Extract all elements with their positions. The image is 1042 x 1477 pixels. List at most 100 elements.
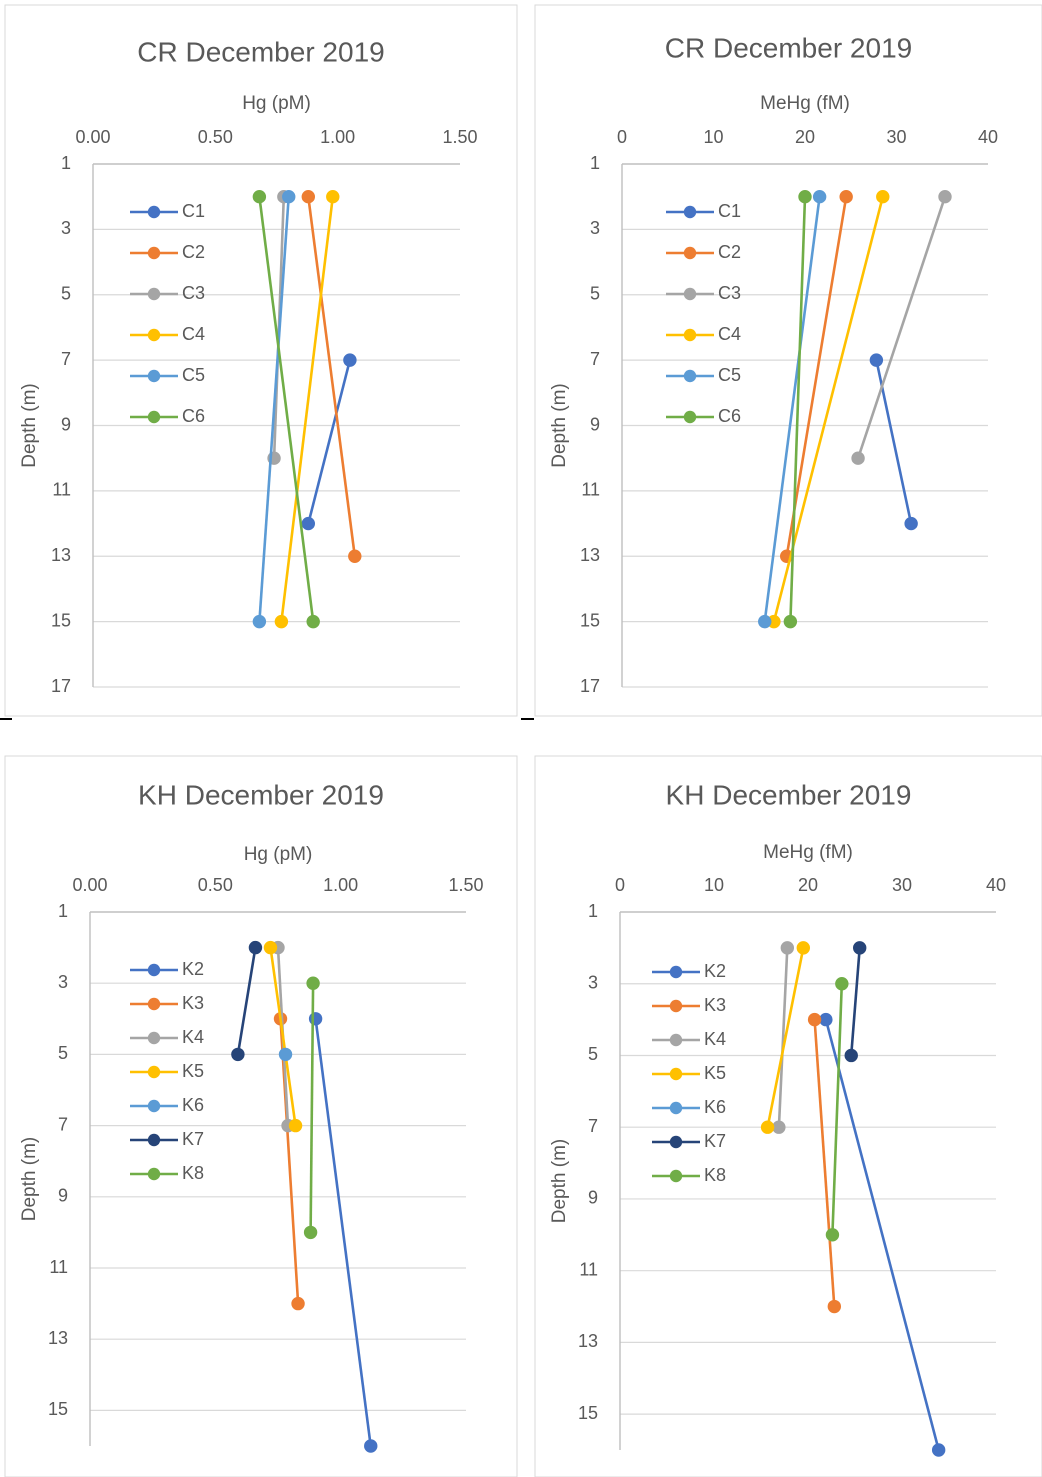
series-k6 [278,1047,293,1062]
legend-swatch-marker [683,287,697,301]
legend-label: C2 [182,242,205,262]
data-point [853,941,867,955]
series-c6 [783,189,812,629]
y-tick-label: 3 [58,972,68,992]
legend-swatch-marker [683,410,697,424]
data-point [772,1120,786,1134]
data-point [869,353,884,367]
data-point [288,1118,303,1133]
x-tick-label: 20 [798,875,818,895]
data-point [231,1047,245,1062]
series-line [824,1019,940,1451]
legend-label: C4 [718,324,741,344]
legend-swatch-marker [147,963,161,977]
data-point [758,614,772,629]
data-point [798,189,812,204]
data-point [819,1012,833,1027]
data-point [343,353,357,367]
legend-swatch-marker [147,1031,161,1045]
legend-swatch-marker [669,999,683,1013]
data-point [931,1443,946,1457]
legend-label: C5 [718,365,741,385]
x-tick-label: 40 [986,875,1006,895]
y-tick-label: 11 [581,480,600,500]
legend-swatch-marker [147,205,161,219]
legend-label: K7 [704,1131,726,1151]
legend-label: K7 [182,1129,204,1149]
legend-label: C6 [718,406,741,426]
series-c5 [758,189,827,629]
chart-title: KH December 2019 [138,779,384,810]
data-point [807,1012,822,1027]
data-point [839,189,853,204]
data-point [796,941,810,955]
data-point [876,189,890,204]
data-point [252,189,267,204]
y-tick-label: 1 [61,153,71,173]
x-tick-label: 40 [978,127,998,147]
legend-label: K3 [704,995,726,1015]
data-point [248,940,263,955]
x-axis-label: MeHg (fM) [760,93,850,114]
chart-title: KH December 2019 [666,779,912,810]
series-c2 [301,189,362,563]
legend-swatch-marker [147,997,161,1011]
y-tick-label: 9 [590,414,600,434]
series-k7 [844,941,867,1063]
y-tick-label: 15 [578,1403,598,1423]
series-line [307,359,352,524]
data-point [282,189,296,204]
y-tick-label: 7 [590,349,600,369]
series-line [789,196,807,622]
x-tick-label: 1.00 [320,127,355,147]
x-tick-label: 0.50 [198,875,233,895]
y-tick-label: 13 [580,545,600,565]
series-line [849,947,861,1056]
x-axis-label: Hg (pM) [242,93,311,114]
y-tick-label: 13 [578,1331,598,1351]
series-c5 [252,189,296,629]
data-point [783,614,798,629]
series-line [280,196,335,622]
series-k8 [825,977,849,1242]
series-line [307,196,357,557]
y-tick-label: 3 [588,972,598,992]
legend: C1 C2 C3 C4 C5 C6 [666,201,741,426]
legend-label: C1 [182,201,205,221]
chart-panel-3: KH December 2019 Hg (pM) 0.00 0.50 1.00 1.50 1… [4,755,518,1477]
legend-label: K4 [182,1027,204,1047]
x-tick-label: 30 [886,127,906,147]
y-tick-label: 3 [590,218,600,238]
data-point [780,941,795,955]
legend-label: C3 [182,283,205,303]
series-line [309,983,315,1233]
legend: K2 K3 K4 K5 K6 K7 K8 [130,959,204,1183]
legend-swatch-marker [683,205,697,219]
data-point [835,977,849,991]
legend-swatch-marker [669,965,683,979]
legend-swatch-marker [147,1065,161,1079]
series-line [258,196,290,622]
legend-label: C1 [718,201,741,221]
data-point [263,940,278,955]
series-k5 [760,941,810,1134]
legend-swatch-marker [669,1067,683,1081]
data-point [825,1228,840,1242]
legend-swatch-marker [147,1099,161,1113]
data-point [301,516,316,531]
legend-swatch-marker [683,369,697,383]
legend-swatch-marker [683,246,697,260]
legend-label: K6 [704,1097,726,1117]
chart-panel-1: CR December 2019 Hg (pM) 0.00 0.50 1.00 1.50 1… [4,4,518,717]
legend-label: K6 [182,1095,204,1115]
series-k4 [772,941,795,1134]
legend-label: C2 [718,242,741,262]
series-k3 [807,1012,842,1314]
x-tick-label: 10 [704,875,724,895]
legend-label: C5 [182,365,205,385]
x-tick-label: 0.50 [198,127,233,147]
y-tick-label: 9 [588,1188,598,1208]
legend-label: C4 [182,324,205,344]
